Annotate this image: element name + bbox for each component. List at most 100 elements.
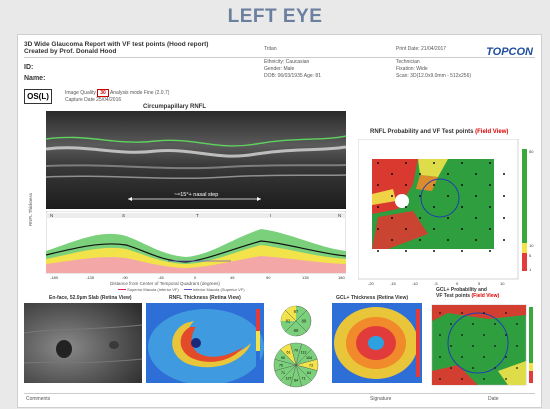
gender: Gender: Male [264,66,295,72]
gcl-vf-test-point [450,345,452,347]
gcl-title: GCL+ Thickness (Retina View) [336,295,409,301]
cprnfl-svg: N S T I N -180 -135 -90 -45 0 45 90 135 180 [45,210,347,280]
gcl-vf-test-point [494,367,496,369]
gcl-vf-test-point [439,334,441,336]
x-tick: 180 [338,275,345,280]
rnfl-thickness-map [146,303,264,385]
gcl-vf-test-point [483,356,485,358]
vf-test-point [503,173,505,175]
rnfl-y-label: RNFL Thickness [28,192,33,226]
ethnicity: Ethnicity: Caucasian [264,59,310,65]
x-tick: 135 [302,275,309,280]
id-label: ID: [24,64,34,71]
vf-test-point [405,162,407,164]
vf-test-point [475,217,477,219]
x-tick: -180 [50,275,59,280]
vf-test-point [433,228,435,230]
vf-test-point [405,184,407,186]
sector-label-s: S [122,213,125,218]
gcl-vf-test-point [505,312,507,314]
vf-test-point [447,217,449,219]
x-tick: 90 [266,275,271,280]
x-tick: -45 [158,275,165,280]
nasal-step-annotation: ~≈15°+ nasal step [174,192,218,198]
clock-sector [280,343,297,366]
clock-value: 90 [281,356,285,360]
topcon-logo: TOPCON [486,46,533,58]
vf-test-point [377,250,379,252]
comments-label: Comments [26,396,51,402]
gcl-vf-test-point [472,345,474,347]
image-quality-label: Image Quality [65,90,96,96]
clock-value: 64 [307,371,311,375]
gcl-vf-test-point [461,356,463,358]
topcon-logo-text: TOPCON [486,46,533,58]
gcl-vf-test-point [516,345,518,347]
enface-title: En-face, 52.0µm Slab (Retina View) [49,295,132,301]
gcl-vf-test-point [483,312,485,314]
date-label: Date [488,396,499,402]
eye-indicator: OS(L) [24,89,52,104]
report-sheet: 3D Wide Glaucoma Report with VF test poi… [17,34,542,408]
scan-info: Scan: 3D(12.0x9.0mm - 512x256) [396,73,472,79]
gcl-vf-test-point [494,345,496,347]
gcl-vf-test-points [439,312,518,380]
vf-test-point [391,217,393,219]
rnfl-prob-title: RNFL Probability and VF Test points (Fie… [370,129,508,135]
cprnfl-legend: Superior Macula (Inferior VF) Inferior M… [118,287,245,292]
gcl-vf-test-point [439,378,441,380]
print-date: Print Date: 21/04/2017 [396,46,447,52]
footer-divider [24,393,535,394]
clock-value: 71 [281,371,285,375]
vf-test-point [461,184,463,186]
vf-test-point [489,228,491,230]
vf-test-point [377,206,379,208]
dob-age: DOB: 06/03/1935 Age: 81 [264,73,321,79]
header-divider [24,57,535,58]
vf-test-point [377,228,379,230]
clock-value: 127 [286,376,292,380]
capture-date: Capture Date 25/04/2016 [65,97,122,103]
banner-title: LEFT EYE [227,6,323,27]
prob-x-tick: -10 [412,281,419,286]
gcl-vf-test-point [439,356,441,358]
vf-test-point [433,162,435,164]
vf-test-point [461,228,463,230]
gcl-vf-test-point [461,312,463,314]
gcl-vf-test-point [461,334,463,336]
x-tick: 45 [230,275,235,280]
rnfl-prob-svg: 50 10 5 1 -20 -15 -10 -5 0 5 10 [357,138,534,286]
prob-x-tick: -5 [434,281,438,286]
scale-50: 50 [529,149,534,154]
image-quality-value: 30 [97,89,109,97]
cprnfl-chart: N S T I N -180 -135 -90 -45 0 45 90 135 180 [45,210,347,281]
report-title: 3D Wide Glaucoma Report with VF test poi… [24,41,209,48]
clock-value: 73 [309,364,313,368]
oct-bscan-image: ~≈15°+ nasal step [45,111,347,209]
gcl-vf-test-point [450,323,452,325]
prob-x-tick: -20 [368,281,375,286]
gcl-vf-test-point [505,356,507,358]
vf-test-point [391,173,393,175]
vf-test-point [391,195,393,197]
vf-test-point [447,195,449,197]
gcl-vf-test-point [439,312,441,314]
clock-value: 104 [306,356,312,360]
sector-label-n1: N [50,213,53,218]
vf-test-point [461,162,463,164]
name-label: Name: [24,75,46,82]
legend-inferior-macula: Inferior Macula (Superior VF) [192,287,245,292]
rnfl-prob-view: (Field View) [475,129,509,135]
gcl-vf-test-point [516,367,518,369]
sector-charts: 97 82 88 86 56 7911310473647184127717090… [266,297,326,391]
gcl-thickness-map [332,303,422,383]
gcl-vf-test-point [483,334,485,336]
legend-superior-macula: Superior Macula (Inferior VF) [127,287,179,292]
prob-x-tick: 0 [456,281,459,286]
vf-test-point [405,250,407,252]
analysis-mode: Analysis mode Fine (2.0.7) [109,90,170,96]
gcl-vf-test-point [472,323,474,325]
vf-test-point [377,162,379,164]
vf-test-point [405,206,407,208]
gcl-vf-test-point [494,323,496,325]
